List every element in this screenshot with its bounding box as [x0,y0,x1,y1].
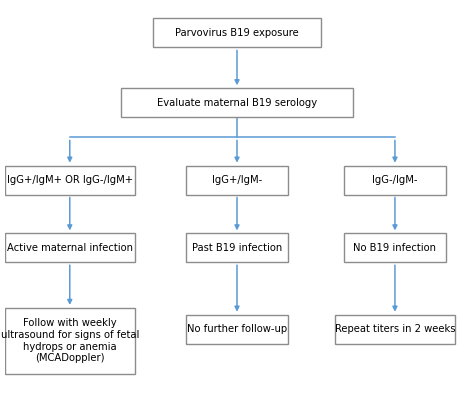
Text: No further follow-up: No further follow-up [187,324,287,334]
FancyBboxPatch shape [121,88,353,117]
FancyBboxPatch shape [344,233,446,262]
Text: Active maternal infection: Active maternal infection [7,243,133,253]
Text: Repeat titers in 2 weeks: Repeat titers in 2 weeks [335,324,455,334]
FancyBboxPatch shape [5,233,135,262]
Text: IgG-/IgM-: IgG-/IgM- [372,175,418,185]
FancyBboxPatch shape [186,166,288,195]
FancyBboxPatch shape [154,19,320,47]
FancyBboxPatch shape [186,233,288,262]
FancyBboxPatch shape [344,166,446,195]
FancyBboxPatch shape [186,314,288,344]
FancyBboxPatch shape [335,314,456,344]
Text: IgG+/IgM-: IgG+/IgM- [212,175,262,185]
FancyBboxPatch shape [5,166,135,195]
Text: Follow with weekly
ultrasound for signs of fetal
hydrops or anemia
(MCADoppler): Follow with weekly ultrasound for signs … [0,318,139,363]
Text: Parvovirus B19 exposure: Parvovirus B19 exposure [175,28,299,38]
Text: Past B19 infection: Past B19 infection [192,243,282,253]
Text: IgG+/IgM+ OR IgG-/IgM+: IgG+/IgM+ OR IgG-/IgM+ [7,175,133,185]
Text: No B19 infection: No B19 infection [354,243,437,253]
Text: Evaluate maternal B19 serology: Evaluate maternal B19 serology [157,98,317,108]
FancyBboxPatch shape [5,308,135,374]
